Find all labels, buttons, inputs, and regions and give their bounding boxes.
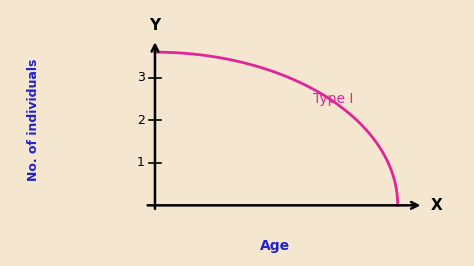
Text: 2: 2: [137, 114, 145, 127]
Text: 3: 3: [137, 71, 145, 84]
Text: X: X: [431, 198, 443, 213]
Text: Age: Age: [260, 239, 290, 253]
Text: Type I: Type I: [313, 92, 354, 106]
Text: Y: Y: [149, 18, 161, 33]
Text: No. of individuals: No. of individuals: [27, 59, 40, 181]
Text: 1: 1: [137, 156, 145, 169]
